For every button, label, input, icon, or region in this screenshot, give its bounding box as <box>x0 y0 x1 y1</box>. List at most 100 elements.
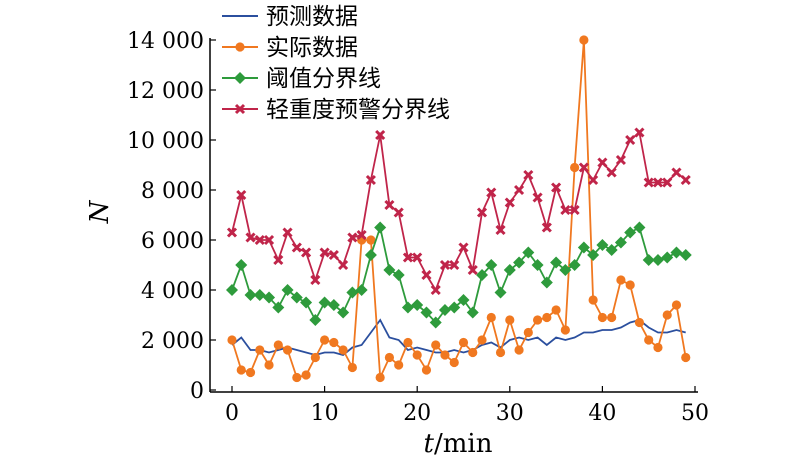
series-4-point-core <box>396 210 401 215</box>
series-4-point-core <box>609 170 614 175</box>
series-3 <box>226 221 692 329</box>
series-4-point-core <box>498 227 503 233</box>
series-4-point-core <box>563 207 568 213</box>
series-2 <box>227 35 691 383</box>
y-axis-title: N <box>85 199 115 224</box>
x-tick-label: 50 <box>681 401 709 426</box>
series-2-point <box>514 345 524 355</box>
series-3-point <box>374 221 387 234</box>
legend-swatch-marker <box>234 72 246 84</box>
series-4-point-core <box>683 177 688 183</box>
series-4-point-core <box>655 180 661 185</box>
series-4-point-core <box>303 250 309 255</box>
series-2-point <box>542 312 552 323</box>
series-4 <box>226 127 691 296</box>
series-2-point <box>292 372 302 383</box>
series-3-point <box>448 301 461 314</box>
series-3-point <box>318 296 331 309</box>
legend-item: 实际数据 <box>222 35 358 61</box>
series-1 <box>231 318 686 356</box>
series-3-point <box>577 241 590 254</box>
y-tick-label: 2 000 <box>141 329 204 354</box>
series-4-point-core <box>313 277 318 283</box>
series-4-point-core <box>331 252 337 258</box>
series-2-point <box>477 335 487 345</box>
series-3-point <box>494 286 507 299</box>
series-3-point <box>337 306 350 319</box>
x-axis-title: t/min <box>424 429 493 459</box>
series-2-point <box>255 345 265 355</box>
series-4-point-core <box>442 262 448 268</box>
series-2-point <box>338 345 348 355</box>
x-tick-label: 0 <box>225 401 239 426</box>
series-3-point <box>513 256 526 269</box>
series-2-point <box>329 337 339 348</box>
series-3-point <box>642 254 655 266</box>
legend-swatch-marker <box>235 42 245 52</box>
series-2-point <box>227 335 237 345</box>
series-3-point <box>411 299 424 311</box>
series-4-point-core <box>248 235 253 240</box>
series-2-point <box>532 315 543 325</box>
series-2-point <box>616 275 626 285</box>
series-2-point <box>644 335 654 345</box>
y-tick-label: 10 000 <box>127 129 204 154</box>
series-2-point <box>245 367 256 378</box>
series-2-point <box>486 312 496 323</box>
series-2-point <box>597 312 608 323</box>
series-2-point <box>634 317 645 328</box>
series-4-point-core <box>377 132 383 138</box>
series-3-point <box>327 299 340 311</box>
series-2-point <box>310 352 320 363</box>
legend-item: 阈值分界线 <box>222 66 381 92</box>
series-4-point-core <box>618 157 624 163</box>
series-2-point <box>366 235 376 245</box>
series-3-point <box>401 301 414 314</box>
series-4-point-core <box>581 165 587 170</box>
series-2-point <box>347 362 357 373</box>
series-3-point <box>383 264 396 276</box>
series-2-point <box>681 352 691 363</box>
series-3-point <box>429 316 442 329</box>
series-3-point <box>633 221 646 234</box>
series-2-point <box>671 300 682 310</box>
series-2-point <box>625 280 635 290</box>
series-4-point-core <box>489 190 494 195</box>
series-2-point <box>449 357 459 368</box>
x-tick-label: 20 <box>403 401 431 426</box>
y-tick-label: 12 000 <box>127 79 204 104</box>
series-2-point <box>607 312 617 323</box>
series-2-point <box>458 337 469 348</box>
series-2-point <box>495 347 506 358</box>
series-4-point-core <box>387 202 392 208</box>
y-tick-label: 4 000 <box>141 279 204 304</box>
series-4-point-core <box>526 172 531 178</box>
series-4-point-core <box>646 180 651 185</box>
series-4-point-core <box>553 185 559 190</box>
series-2-point <box>412 350 422 360</box>
series-3-point <box>290 291 303 304</box>
series-3-point <box>550 256 563 269</box>
series-2-point <box>560 325 570 335</box>
series-4-point-core <box>424 272 429 278</box>
series-3-point <box>253 289 266 301</box>
series-4-point-core <box>665 180 670 185</box>
series-3-point <box>263 291 276 304</box>
series-3-point <box>559 264 572 276</box>
series-2-point <box>384 352 395 363</box>
series-2-point <box>301 370 311 380</box>
series-4-point-core <box>368 177 374 183</box>
series-3-point <box>466 306 479 319</box>
series-3-point <box>568 259 581 271</box>
series-4-point-core <box>340 262 346 268</box>
series-4-point-core <box>322 250 327 255</box>
series-4-point-core <box>674 170 679 175</box>
series-3-point <box>300 296 313 309</box>
series-3-point <box>226 284 238 296</box>
series-2-point <box>320 335 330 345</box>
series-4-point-core <box>257 237 262 243</box>
legend-item: 预测数据 <box>222 4 358 30</box>
series-3-point <box>503 264 516 276</box>
series-3-point <box>679 249 692 261</box>
